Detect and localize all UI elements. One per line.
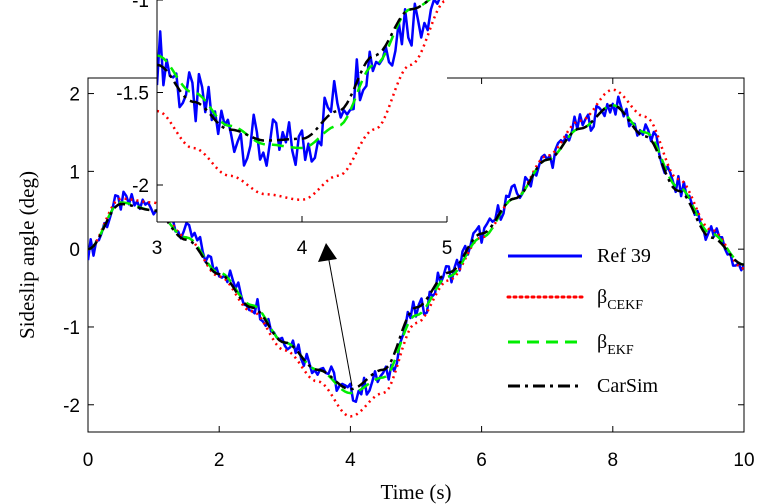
legend: Ref 39 βCEKF βEKF CarSim [506, 245, 659, 397]
inset-series-cekf [157, 0, 447, 202]
main-ytick-label: -2 [63, 396, 80, 417]
inset-xtick-label: 4 [297, 238, 308, 259]
inset-ytick-label: -1 [132, 0, 149, 12]
main-xtick-label: 4 [345, 450, 356, 471]
legend-label-ekf-sub: EKF [607, 343, 634, 358]
main-xtick-label: 2 [214, 450, 225, 471]
inset-plot-lines [157, 0, 447, 202]
main-xtick-label: 8 [608, 450, 619, 471]
inset-ytick-label: -1.5 [116, 84, 149, 105]
main-xtick-label: 10 [733, 450, 754, 471]
main-ytick-label: 0 [69, 240, 80, 261]
y-axis-label: Sideslip angle (deg) [15, 171, 39, 339]
x-axis-label: Time (s) [381, 480, 452, 504]
main-ytick-label: 1 [69, 162, 80, 183]
legend-label-carsim: CarSim [597, 375, 659, 397]
legend-label-ref39: Ref 39 [597, 245, 651, 267]
zoom-arrow-head [318, 243, 337, 262]
legend-label-cekf-sub: CEKF [607, 298, 643, 313]
main-ytick-label: 2 [69, 85, 80, 106]
inset-axis-ticks: 3 4 5 -1 -1.5 -2 [116, 0, 452, 259]
main-series-ekf [88, 103, 744, 395]
legend-label-cekf: βCEKF [597, 286, 643, 313]
inset-xtick-label: 3 [152, 238, 163, 259]
zoom-arrow-line [327, 254, 353, 387]
main-xtick-label: 6 [476, 450, 487, 471]
legend-label-ekf: βEKF [597, 331, 634, 358]
legend-label-ekf-base: β [597, 331, 607, 353]
inset-series-carsim [157, 0, 431, 142]
main-plot-lines [88, 88, 744, 418]
inset-ytick-label: -2 [132, 176, 149, 197]
main-ytick-label: -1 [63, 318, 80, 339]
main-series-carsim [88, 103, 744, 391]
inset-xtick-label: 5 [442, 238, 453, 259]
main-series-cekf [88, 88, 744, 418]
main-xtick-label: 0 [83, 450, 94, 471]
legend-label-cekf-base: β [597, 286, 607, 308]
